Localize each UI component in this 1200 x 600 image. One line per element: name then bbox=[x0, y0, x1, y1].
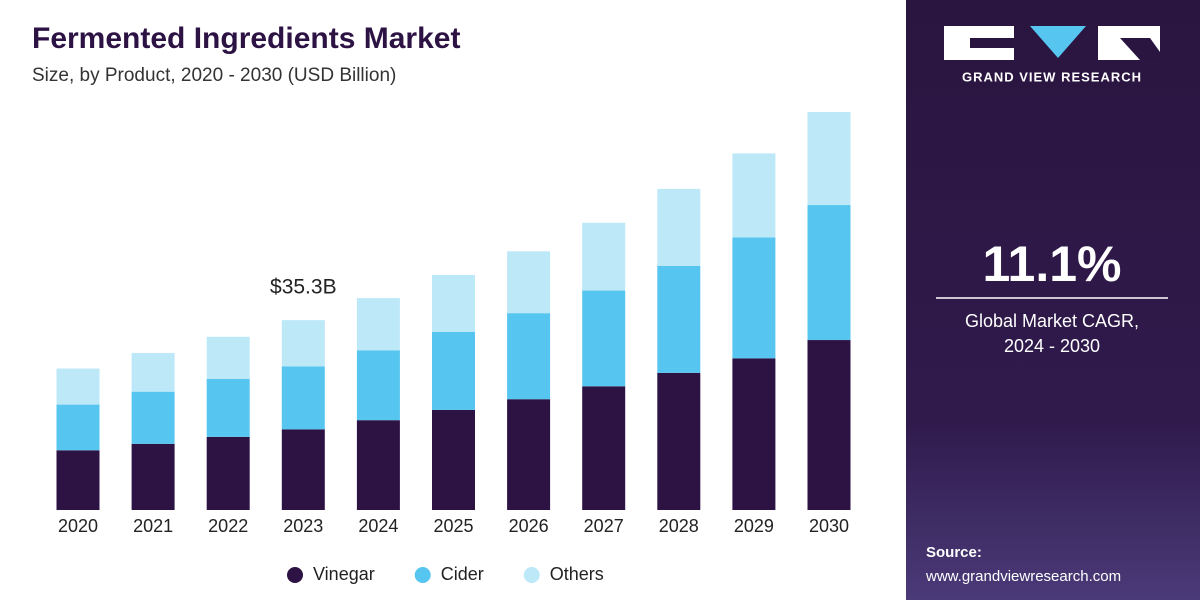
logo-g-cut bbox=[970, 38, 1014, 48]
bar-segment bbox=[807, 205, 851, 341]
bar-segment bbox=[807, 112, 851, 206]
x-tick-label: 2023 bbox=[283, 516, 323, 536]
bar-segment bbox=[732, 153, 776, 238]
bar-segment bbox=[131, 443, 175, 510]
x-tick-label: 2021 bbox=[133, 516, 173, 536]
bar-segment bbox=[807, 340, 851, 510]
source-url: www.grandviewresearch.com bbox=[925, 568, 1121, 585]
bar-segment bbox=[732, 358, 776, 510]
bar-segment bbox=[432, 409, 475, 510]
bar-segment bbox=[432, 331, 475, 410]
bar-segment bbox=[356, 420, 400, 510]
bar-segment bbox=[657, 188, 701, 266]
x-tick-label: 2029 bbox=[734, 516, 774, 536]
x-tick-label: 2022 bbox=[208, 516, 248, 536]
x-tick-label: 2020 bbox=[58, 516, 98, 536]
cagr-label: Global Market CAGR, bbox=[965, 311, 1139, 331]
bar-segment bbox=[432, 274, 475, 332]
chart-title: Fermented Ingredients Market bbox=[32, 22, 460, 55]
x-tick-label: 2030 bbox=[809, 516, 849, 536]
bar-segment bbox=[507, 251, 551, 314]
bar-segment bbox=[131, 352, 175, 392]
x-tick-label: 2027 bbox=[584, 516, 624, 536]
bar-segment bbox=[356, 350, 400, 421]
cagr-value: 11.1% bbox=[982, 236, 1121, 292]
legend-label: Cider bbox=[441, 564, 484, 584]
bar-segment bbox=[582, 222, 626, 291]
bar-segment bbox=[56, 368, 100, 405]
bar-segment bbox=[206, 436, 250, 510]
bar-segment bbox=[281, 320, 325, 367]
chart-subtitle: Size, by Product, 2020 - 2030 (USD Billi… bbox=[32, 65, 396, 86]
legend-swatch bbox=[523, 567, 540, 583]
source-label: Source: bbox=[926, 544, 982, 561]
cagr-period: 2024 - 2030 bbox=[1004, 336, 1100, 356]
bar-segment bbox=[356, 298, 400, 351]
annotation: $35.3B bbox=[270, 276, 337, 299]
bar-segment bbox=[281, 366, 325, 430]
x-tick-label: 2024 bbox=[358, 516, 398, 536]
bar-segment bbox=[281, 429, 325, 510]
bar-segment bbox=[657, 372, 701, 510]
x-tick-label: 2025 bbox=[433, 516, 473, 536]
bar-segment bbox=[732, 237, 776, 359]
bar-segment bbox=[206, 378, 250, 437]
bar-segment bbox=[507, 313, 551, 400]
brand: GRAND VIEW RESEARCH bbox=[962, 69, 1142, 84]
logo-v bbox=[1030, 26, 1086, 58]
legend-swatch bbox=[414, 567, 431, 583]
side-panel bbox=[906, 0, 1200, 600]
bar-segment bbox=[131, 391, 175, 444]
bar-segment bbox=[206, 336, 250, 379]
x-tick-label: 2026 bbox=[509, 516, 549, 536]
bar-segment bbox=[507, 399, 551, 510]
legend-label: Others bbox=[550, 564, 604, 584]
x-tick-label: 2028 bbox=[659, 516, 699, 536]
bar-segment bbox=[657, 265, 701, 373]
bar-segment bbox=[582, 386, 626, 510]
legend-swatch bbox=[287, 567, 303, 583]
bar-segment bbox=[56, 450, 100, 510]
logo: GRAND VIEW RESEARCH bbox=[944, 26, 1160, 84]
bar-segment bbox=[56, 404, 100, 451]
legend-label: Vinegar bbox=[313, 564, 375, 584]
logo-r-cut bbox=[1120, 38, 1160, 60]
bar-segment bbox=[582, 290, 626, 387]
